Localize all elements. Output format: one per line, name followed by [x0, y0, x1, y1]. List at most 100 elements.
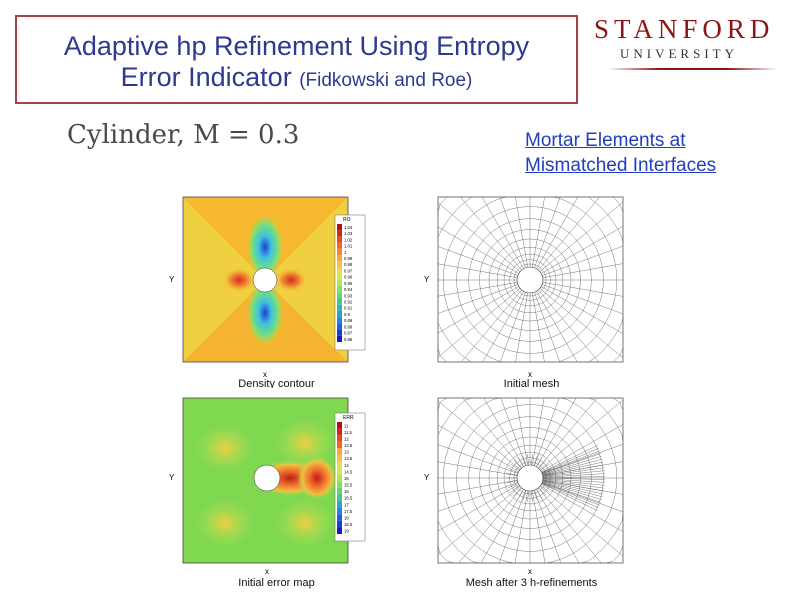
legend-swatch — [337, 323, 342, 330]
legend-swatch — [337, 267, 342, 274]
mesh-refined-ray — [506, 472, 518, 476]
legend-label: 12 — [344, 436, 349, 441]
mesh-refined-ray — [507, 483, 519, 488]
legend-label: 0.97 — [344, 268, 353, 273]
legend-swatch — [337, 230, 342, 237]
link-line-2[interactable]: Mismatched Interfaces — [525, 155, 717, 176]
legend-swatch — [337, 514, 342, 521]
mesh-refined-ray — [531, 454, 533, 466]
mesh-ray — [539, 201, 624, 272]
refined-mesh-plot: Y x — [424, 397, 624, 576]
mortar-elements-link[interactable]: Mortar Elements at Mismatched Interfaces — [525, 128, 785, 178]
legend-swatch — [337, 454, 342, 462]
mesh-refined-ray — [527, 454, 529, 466]
legend-swatch — [337, 224, 342, 231]
title-box: Adaptive hp Refinement Using Entropy Err… — [15, 15, 578, 104]
mesh-refined-ray — [517, 489, 524, 499]
mesh-refined-ray — [542, 470, 605, 477]
mesh-ring — [437, 196, 624, 363]
logo-stanford: STANFORD — [594, 14, 775, 44]
mesh-refined-ray — [541, 468, 553, 473]
x-axis-label: x — [528, 567, 532, 576]
mesh-refined-ray — [538, 460, 547, 469]
mesh-refined-ray — [533, 490, 538, 501]
title-line-1: Adaptive hp Refinement Using Entropy — [63, 31, 530, 61]
mesh-ray — [481, 196, 524, 269]
stanford-logo: STANFORD UNIVERSITY — [590, 14, 786, 76]
mesh-refined-ray — [542, 482, 600, 506]
slide-subtitle: Cylinder, M = 0.3 — [67, 120, 300, 150]
mesh-refined-ray — [542, 481, 603, 498]
legend-swatch — [337, 481, 342, 488]
legend-swatch — [337, 422, 342, 429]
legend-label: 0.87 — [344, 331, 353, 336]
legend-swatch — [337, 487, 342, 495]
legend-swatch — [337, 329, 342, 336]
legend-swatch — [337, 428, 342, 436]
legend-label: 0.92 — [344, 299, 353, 304]
mesh-ray — [437, 263, 518, 278]
mesh-refined-ray — [538, 487, 547, 496]
legend-title: RO — [343, 217, 351, 223]
legend-swatch — [337, 494, 342, 502]
mesh-refined-ray — [510, 463, 520, 471]
mesh-refined-ray — [542, 472, 554, 476]
legend-swatch — [337, 310, 342, 318]
mesh-refined-ray — [536, 489, 543, 499]
mesh-refined-ray — [542, 476, 605, 478]
mesh-refined-ray — [541, 483, 553, 488]
legend-label: 0.86 — [344, 337, 353, 342]
mesh-ray — [514, 490, 528, 564]
mesh-ring — [479, 427, 581, 529]
mesh-refined-ray — [542, 481, 602, 500]
mesh-refined-ray — [542, 473, 605, 478]
mesh-refined-ray — [542, 482, 601, 503]
mesh-ray — [437, 202, 521, 272]
mesh-ray — [536, 291, 578, 363]
mesh-ray — [539, 399, 624, 470]
legend-label: 16.5 — [344, 496, 353, 501]
legend-swatch — [337, 236, 342, 243]
error-map-panel: ERR 11 11.5 12 12.5 13 13.5 14 14.5 15 15.5 16 16.5 1… — [155, 388, 398, 593]
mesh-refined-ray — [542, 464, 604, 476]
mesh-refined-ray — [542, 456, 602, 475]
mesh-ring — [456, 404, 604, 552]
density-caption: Density contour — [238, 378, 315, 390]
mesh-ray — [536, 196, 579, 269]
mesh-ray — [538, 289, 599, 363]
legend-swatch — [337, 286, 342, 293]
mesh-ring — [496, 246, 564, 314]
title-line-2: Error Indicator (Fidkowski and Roe) — [17, 61, 576, 97]
legend-label: 0.94 — [344, 287, 353, 292]
mesh-ray — [462, 397, 522, 469]
legend-swatch — [337, 335, 342, 342]
mesh-ray — [534, 397, 560, 466]
refined-mesh-caption: Mesh after 3 h-refinements — [465, 577, 598, 589]
legend-label: 13.5 — [344, 456, 353, 461]
error-legend: ERR1111.51212.51313.51414.51515.51616.51… — [334, 412, 366, 542]
mesh-ray — [458, 487, 522, 564]
legend-label: 12.5 — [344, 443, 353, 448]
title-line-2-main: Error Indicator — [120, 62, 292, 92]
mesh-ring — [503, 451, 557, 505]
mesh-ring — [488, 436, 572, 520]
logo-university: UNIVERSITY — [620, 46, 738, 61]
mesh-ray — [542, 282, 624, 297]
mesh-ray — [532, 196, 545, 268]
mesh-ray — [542, 443, 624, 474]
mesh-refined-ray — [522, 490, 527, 501]
mesh-ray — [437, 482, 518, 512]
legend-swatch — [337, 279, 342, 287]
legend-label: 0.91 — [344, 306, 353, 311]
legend-label: 14 — [344, 463, 349, 468]
legend-label: 0.95 — [344, 281, 353, 286]
mesh-ray — [437, 461, 518, 476]
density-contour-plot: RO1.041.031.021.0110.990.980.970.960.950… — [169, 196, 366, 379]
legend-swatch — [337, 292, 342, 299]
legend-label: 1.04 — [344, 225, 353, 230]
mesh-refined-ray — [542, 479, 605, 486]
density-legend: RO1.041.031.021.0110.990.980.970.960.950… — [334, 214, 366, 351]
mesh-ray — [538, 397, 598, 469]
link-line-1[interactable]: Mortar Elements at — [525, 130, 686, 151]
legend-swatch — [337, 468, 342, 475]
